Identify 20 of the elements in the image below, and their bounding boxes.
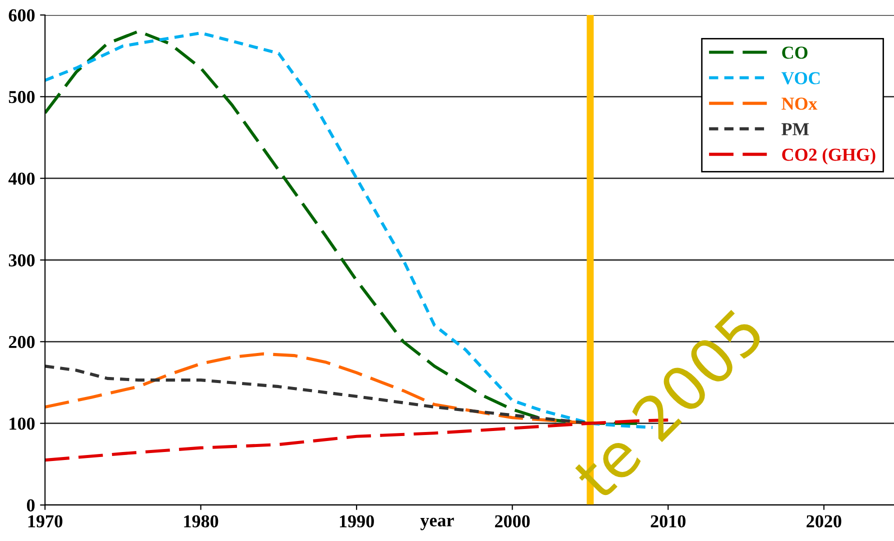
y-tick-label: 500 bbox=[8, 90, 35, 104]
y-tick-label: 600 bbox=[8, 9, 35, 22]
y-tick-label: 200 bbox=[8, 336, 35, 348]
legend-label: CO2 (GHG) bbox=[782, 148, 876, 164]
line-series bbox=[45, 352, 592, 425]
legend-label: CO bbox=[782, 46, 808, 59]
y-tick-label: 400 bbox=[8, 172, 35, 185]
x-axis-title: year bbox=[420, 518, 454, 530]
x-tick-label: 2010 bbox=[650, 515, 686, 528]
y-tick-label: 300 bbox=[8, 254, 35, 266]
legend-label: NOx bbox=[782, 98, 818, 110]
legend-label: PM bbox=[782, 123, 809, 136]
y-tick-label: 0 bbox=[26, 499, 35, 512]
x-tick-label: 2020 bbox=[806, 515, 842, 528]
y-tick-label: 100 bbox=[10, 418, 35, 430]
x-tick-label: 1970 bbox=[28, 515, 62, 528]
x-tick-label: 1980 bbox=[184, 515, 218, 528]
x-tick-label: 1990 bbox=[340, 515, 374, 528]
x-tick-label: 2000 bbox=[495, 515, 530, 528]
legend-label: VOC bbox=[781, 72, 820, 84]
